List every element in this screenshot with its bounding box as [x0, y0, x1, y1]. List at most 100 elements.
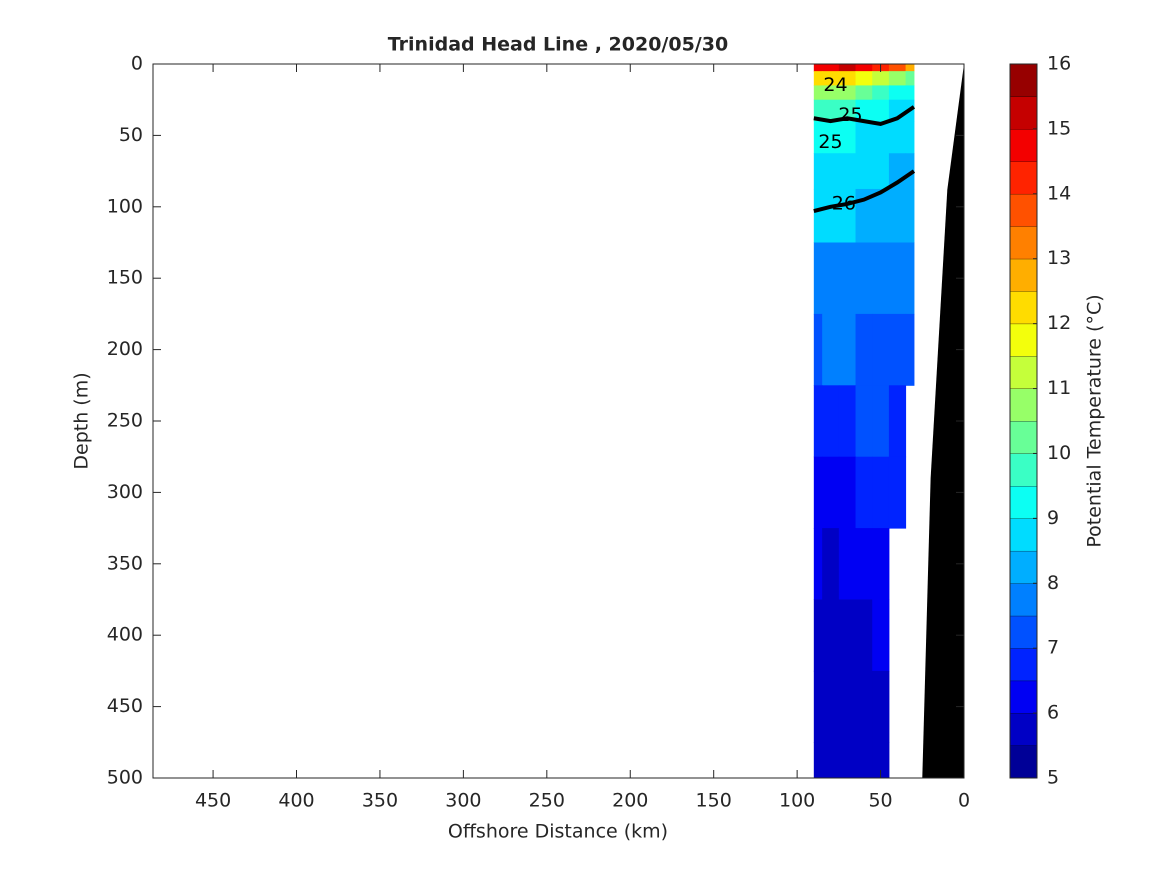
temperature-cell	[813, 599, 823, 672]
colorbar-swatch	[1009, 745, 1038, 779]
colorbar-swatch	[1009, 128, 1038, 162]
x-tick-label: 400	[278, 790, 314, 812]
temperature-cell	[855, 121, 873, 154]
colorbar-tick-label: 9	[1047, 507, 1059, 529]
temperature-cell	[855, 670, 873, 743]
temperature-cell	[838, 599, 857, 672]
temperature-cell	[813, 188, 823, 243]
colorbar-tick-label: 10	[1047, 442, 1071, 464]
density-contour	[813, 105, 916, 127]
temperature-cell	[855, 528, 873, 600]
temperature-cell	[822, 456, 840, 529]
temperature-cell	[872, 121, 890, 154]
temperature-cell	[855, 99, 873, 122]
temperature-cell	[822, 85, 840, 101]
contour-label: 25	[818, 131, 842, 153]
temperature-cell	[822, 599, 840, 672]
temperature-cell	[855, 385, 873, 458]
temperature-cell	[838, 456, 857, 529]
y-tick-label: 400	[107, 624, 143, 646]
temperature-cell	[888, 71, 907, 86]
colorbar-tick-label: 8	[1047, 572, 1059, 594]
temperature-cell	[855, 599, 873, 672]
temperature-cell	[888, 121, 907, 154]
colorbar-swatch	[1009, 63, 1038, 97]
temperature-cell	[872, 71, 890, 86]
temperature-cell	[822, 385, 840, 458]
temperature-cell	[905, 188, 915, 243]
x-tick-label: 350	[362, 790, 398, 812]
colorbar-swatch	[1009, 712, 1038, 746]
temperature-cell	[855, 313, 873, 386]
temperature-cell	[872, 153, 890, 190]
temperature-cell	[838, 85, 857, 101]
temperature-cell	[905, 64, 915, 72]
temperature-cell	[838, 670, 857, 743]
temperature-cell	[838, 528, 857, 600]
colorbar-swatch	[1009, 615, 1038, 649]
x-tick-label: 200	[612, 790, 648, 812]
temperature-cell	[855, 153, 873, 190]
x-tick-label: 150	[696, 790, 732, 812]
temperature-cell	[905, 121, 915, 154]
temperature-cell	[888, 188, 907, 243]
contour-label: 24	[823, 74, 847, 96]
colorbar-swatch	[1009, 680, 1038, 714]
contour-label: 26	[832, 192, 856, 214]
y-tick-label: 250	[107, 410, 143, 432]
colorbar-swatch	[1009, 388, 1038, 422]
temperature-cell	[822, 670, 840, 743]
density-contour	[813, 169, 916, 214]
temperature-cell	[813, 242, 823, 315]
y-axis-label: Depth (m)	[71, 372, 93, 469]
temperature-cell	[872, 599, 890, 672]
colorbar-tick-label: 7	[1047, 637, 1059, 659]
temperature-cell	[872, 188, 890, 243]
colorbar-swatch	[1009, 226, 1038, 260]
y-tick-label: 450	[107, 695, 143, 717]
colorbar-swatch	[1009, 453, 1038, 487]
temperature-cell	[905, 85, 915, 101]
temperature-cell	[813, 71, 823, 86]
temperature-cell	[822, 188, 840, 243]
colorbar-tick-label: 5	[1047, 767, 1059, 789]
colorbar-swatch	[1009, 648, 1038, 682]
colorbar-tick-label: 12	[1047, 312, 1071, 334]
colorbar-tick-label: 13	[1047, 247, 1071, 269]
y-tick-label: 50	[119, 124, 143, 146]
colorbar-swatch	[1009, 485, 1038, 519]
temperature-cell	[813, 85, 823, 101]
x-tick-label: 450	[195, 790, 231, 812]
temperature-cell	[813, 153, 823, 190]
x-tick-label: 250	[529, 790, 565, 812]
y-tick-label: 300	[107, 481, 143, 503]
temperature-cell	[872, 385, 890, 458]
temperature-cell	[822, 313, 840, 386]
temperature-cell	[888, 64, 907, 72]
temperature-cell	[838, 71, 857, 86]
y-tick-label: 200	[107, 338, 143, 360]
temperature-cell	[813, 456, 823, 529]
temperature-cell	[888, 85, 907, 101]
colorbar-tick-label: 11	[1047, 377, 1071, 399]
bathymetry	[922, 64, 964, 778]
temperature-cell	[813, 99, 823, 122]
temperature-cell	[822, 121, 840, 154]
chart-title: Trinidad Head Line , 2020/05/30	[388, 34, 728, 56]
colorbar-swatch	[1009, 518, 1038, 552]
temperature-cell	[872, 456, 890, 529]
temperature-cell	[888, 456, 907, 529]
temperature-cell	[872, 99, 890, 122]
temperature-cell	[855, 64, 873, 72]
colorbar-swatch	[1009, 96, 1038, 130]
colorbar-swatch	[1009, 193, 1038, 227]
temperature-cell	[888, 385, 907, 458]
temperature-cell	[838, 385, 857, 458]
temperature-cell	[822, 71, 840, 86]
temperature-cell	[905, 242, 915, 315]
temperature-cell	[822, 99, 840, 122]
colorbar-swatch	[1009, 323, 1038, 357]
temperature-cell	[855, 85, 873, 101]
temperature-cell	[838, 313, 857, 386]
